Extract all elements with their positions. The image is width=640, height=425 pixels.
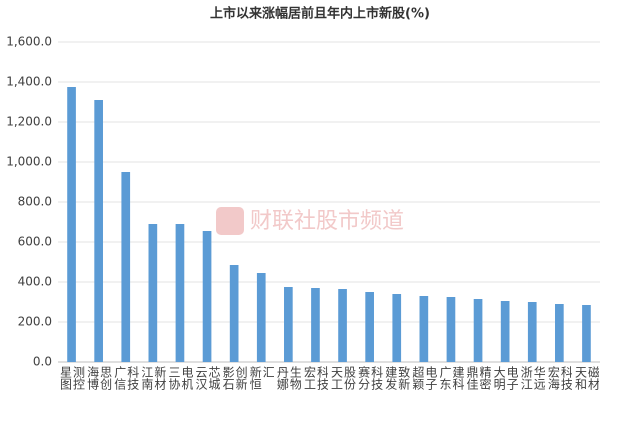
bar: [175, 224, 185, 362]
x-tick-label: 建发致新: [383, 366, 410, 390]
x-tick-label: 云汉芯城: [194, 366, 221, 390]
x-tick-label: 广东建科: [437, 366, 464, 390]
bar: [67, 87, 76, 362]
x-tick-label-box: 云汉芯城: [194, 366, 221, 390]
x-tick-label-box: 广信科技: [112, 366, 139, 390]
x-tick-label: 宏海科技: [546, 366, 573, 390]
bar: [148, 224, 158, 362]
chart-title: 上市以来涨幅居前且年内上市新股(%): [210, 6, 430, 22]
x-tick-label-box: 江南新材: [139, 366, 166, 390]
bar: [500, 301, 510, 362]
x-tick-label: 星图测控: [58, 366, 85, 390]
x-tick-label: 三协电机: [166, 366, 193, 390]
x-tick-label-box: 宏海科技: [546, 366, 573, 390]
y-tick-label: 400.0: [18, 275, 52, 289]
bar: [229, 265, 239, 362]
x-tick-label: 超颖电子: [410, 366, 437, 390]
x-tick-label-box: 天工股份: [329, 366, 356, 390]
x-tick-label: 江南新材: [139, 366, 166, 390]
x-tick-label: 新恒汇: [248, 366, 275, 390]
y-tick-label: 1,000.0: [6, 155, 52, 169]
x-tick-label-box: 大明电子: [492, 366, 519, 390]
x-tick-label-box: 丹娜生物: [275, 366, 302, 390]
bar: [419, 296, 429, 362]
bar: [446, 297, 456, 362]
watermark: 财联社股市频道: [250, 209, 404, 234]
x-tick-label-box: 广东建科: [437, 366, 464, 390]
x-tick-label-box: 新恒汇: [248, 366, 275, 390]
x-tick-label: 影石创新: [221, 366, 248, 390]
x-tick-label-box: 海博思创: [85, 366, 112, 390]
x-tick-label-box: 浙江华远: [519, 366, 546, 390]
x-tick-label-box: 影石创新: [221, 366, 248, 390]
x-tick-label: 大明电子: [492, 366, 519, 390]
x-tick-label: 丹娜生物: [275, 366, 302, 390]
x-tick-label: 宏工科技: [302, 366, 329, 390]
x-tick-label: 广信科技: [112, 366, 139, 390]
y-tick-label: 200.0: [18, 315, 52, 329]
x-tick-label: 天和磁材: [573, 366, 600, 390]
y-tick-label: 800.0: [18, 195, 52, 209]
x-tick-label: 浙江华远: [519, 366, 546, 390]
bar: [365, 292, 374, 362]
x-tick-label-box: 超颖电子: [410, 366, 437, 390]
x-tick-label-box: 天和磁材: [573, 366, 600, 390]
bar: [582, 305, 591, 362]
x-tick-label-box: 赛分科技: [356, 366, 383, 390]
x-tick-label-box: 宏工科技: [302, 366, 329, 390]
bar: [555, 304, 564, 362]
y-tick-label: 1,600.0: [6, 35, 52, 49]
bar: [256, 273, 266, 362]
x-tick-label-box: 鼎佳精密: [465, 366, 492, 390]
bar: [311, 288, 320, 362]
bar: [94, 100, 103, 362]
bar: [338, 289, 347, 362]
bar: [284, 287, 293, 362]
x-tick-label-box: 三协电机: [166, 366, 193, 390]
bar: [392, 294, 402, 362]
x-tick-label: 赛分科技: [356, 366, 383, 390]
y-tick-label: 1,200.0: [6, 115, 52, 129]
bar: [473, 299, 483, 362]
x-tick-label: 鼎佳精密: [465, 366, 492, 390]
bar: [121, 172, 131, 362]
x-tick-label: 天工股份: [329, 366, 356, 390]
bar: [202, 231, 212, 362]
bar: [527, 302, 537, 362]
x-tick-label: 海博思创: [85, 366, 112, 390]
y-tick-label: 1,400.0: [6, 75, 52, 89]
watermark-logo: [216, 207, 244, 235]
x-tick-label-box: 星图测控: [58, 366, 85, 390]
y-tick-label: 0.0: [33, 355, 52, 369]
x-tick-label-box: 建发致新: [383, 366, 410, 390]
y-tick-label: 600.0: [18, 235, 52, 249]
